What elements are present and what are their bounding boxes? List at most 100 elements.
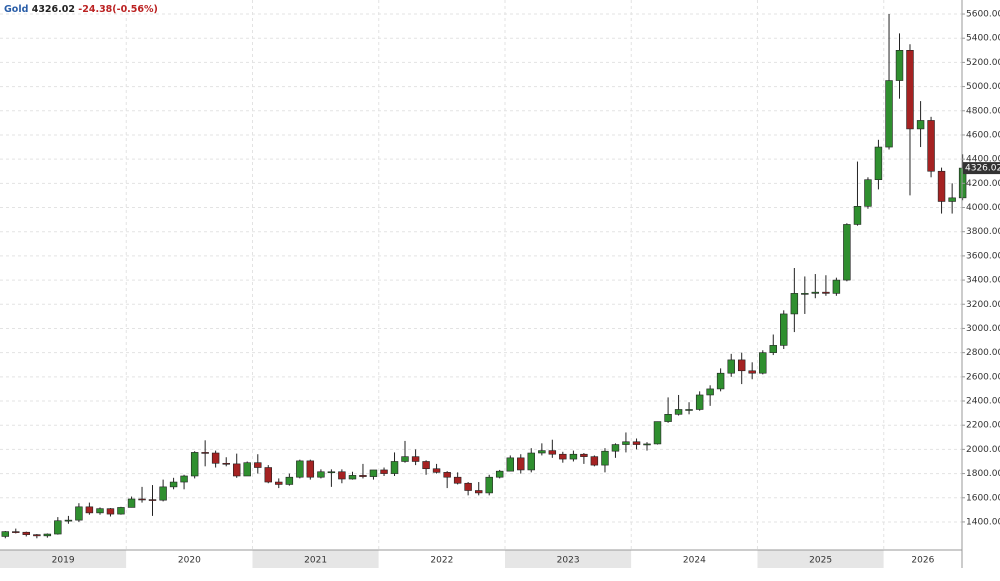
candle-body [432,468,441,473]
candle-body [822,291,830,294]
candle-body [811,291,820,294]
last-price-label: 4326.02 [965,164,1000,174]
candle-body [285,476,294,485]
candle-body [369,469,378,477]
candle-body [622,441,630,445]
candle-body [327,471,336,474]
candle-body [716,372,725,390]
candle-body [296,460,304,478]
candle-body [380,469,388,474]
candle-body [895,50,904,81]
candle-body [632,441,641,445]
candle-body [769,345,777,353]
candle-body [338,471,346,480]
x-tick-label: 2021 [304,556,327,566]
candle-body [475,490,483,494]
candle-body [843,224,851,281]
candle-body [906,50,914,130]
year-band [757,550,884,568]
x-tick-label: 2025 [809,556,832,566]
candle-body [727,359,735,374]
header: Gold 4326.02 -24.38(-0.56%) [4,4,158,15]
symbol: Gold [4,4,28,15]
candle-body [643,443,651,446]
candle-body [453,476,462,484]
y-tick-label: 1600.00 [966,493,1000,503]
candle-body [611,444,620,452]
candle-body [264,467,272,483]
candle-body [180,475,188,483]
candle-body [706,388,714,396]
candle-body [443,472,451,478]
candle-body [106,508,115,515]
y-tick-label: 2800.00 [966,348,1000,358]
candle-body [874,146,883,181]
candle-body [317,471,325,478]
candle-body [96,508,104,514]
candle-body [685,409,693,411]
y-tick-label: 4800.00 [966,106,1000,116]
candle-body [127,498,136,508]
candle-body [22,531,30,535]
y-tick-label: 4400.00 [966,155,1000,165]
candle-body [937,170,946,202]
y-tick-label: 1400.00 [966,517,1000,527]
candle-body [674,409,683,415]
candle-body [201,452,209,454]
x-tick-label: 2024 [683,556,706,566]
year-band [378,550,505,568]
y-tick-label: 1800.00 [966,469,1000,479]
year-band [0,550,127,568]
y-tick-label: 3800.00 [966,227,1000,237]
candle-body [885,80,893,148]
y-tick-label: 4000.00 [966,203,1000,213]
y-tick-label: 2200.00 [966,421,1000,431]
candle-body [422,461,430,470]
candle-body [580,453,588,457]
candle-body [306,460,315,478]
candle-body [348,475,357,480]
candle-body [590,456,599,466]
candle-body [695,394,704,410]
y-tick-label: 3000.00 [966,324,1000,334]
y-tick-label: 3400.00 [966,276,1000,286]
candle-body [64,519,73,522]
candle-body [559,453,567,460]
year-band [631,550,758,568]
candle-body [232,463,241,477]
candle-body [148,499,157,501]
candle-body [759,352,767,374]
y-tick-label: 5400.00 [966,34,1000,44]
candle-body [401,456,409,462]
y-tick-label: 5600.00 [966,10,1000,20]
candle-body [569,453,578,460]
year-band [883,550,962,568]
year-band [252,550,379,568]
candle-body [853,206,862,225]
candle-body [85,506,94,514]
candle-body [1,531,10,537]
candle-body [12,531,20,533]
y-tick-label: 5000.00 [966,82,1000,92]
candle-body [159,486,167,501]
x-tick-label: 2022 [430,556,453,566]
candle-body [117,507,125,515]
candle-body [359,475,367,477]
candle-body [527,452,535,471]
candle-body [495,470,504,478]
candle-body [948,197,956,202]
x-tick-label: 2026 [911,556,934,566]
y-tick-label: 3600.00 [966,251,1000,261]
candle-body [790,293,799,315]
y-tick-label: 4600.00 [966,130,1000,140]
candle-body [916,120,925,130]
candle-body [548,450,557,455]
candle-body [653,421,662,445]
candle-body [601,450,609,466]
candle-body [54,520,62,535]
candle-body [138,498,146,501]
candle-body [927,120,935,172]
candle-body [275,481,283,485]
